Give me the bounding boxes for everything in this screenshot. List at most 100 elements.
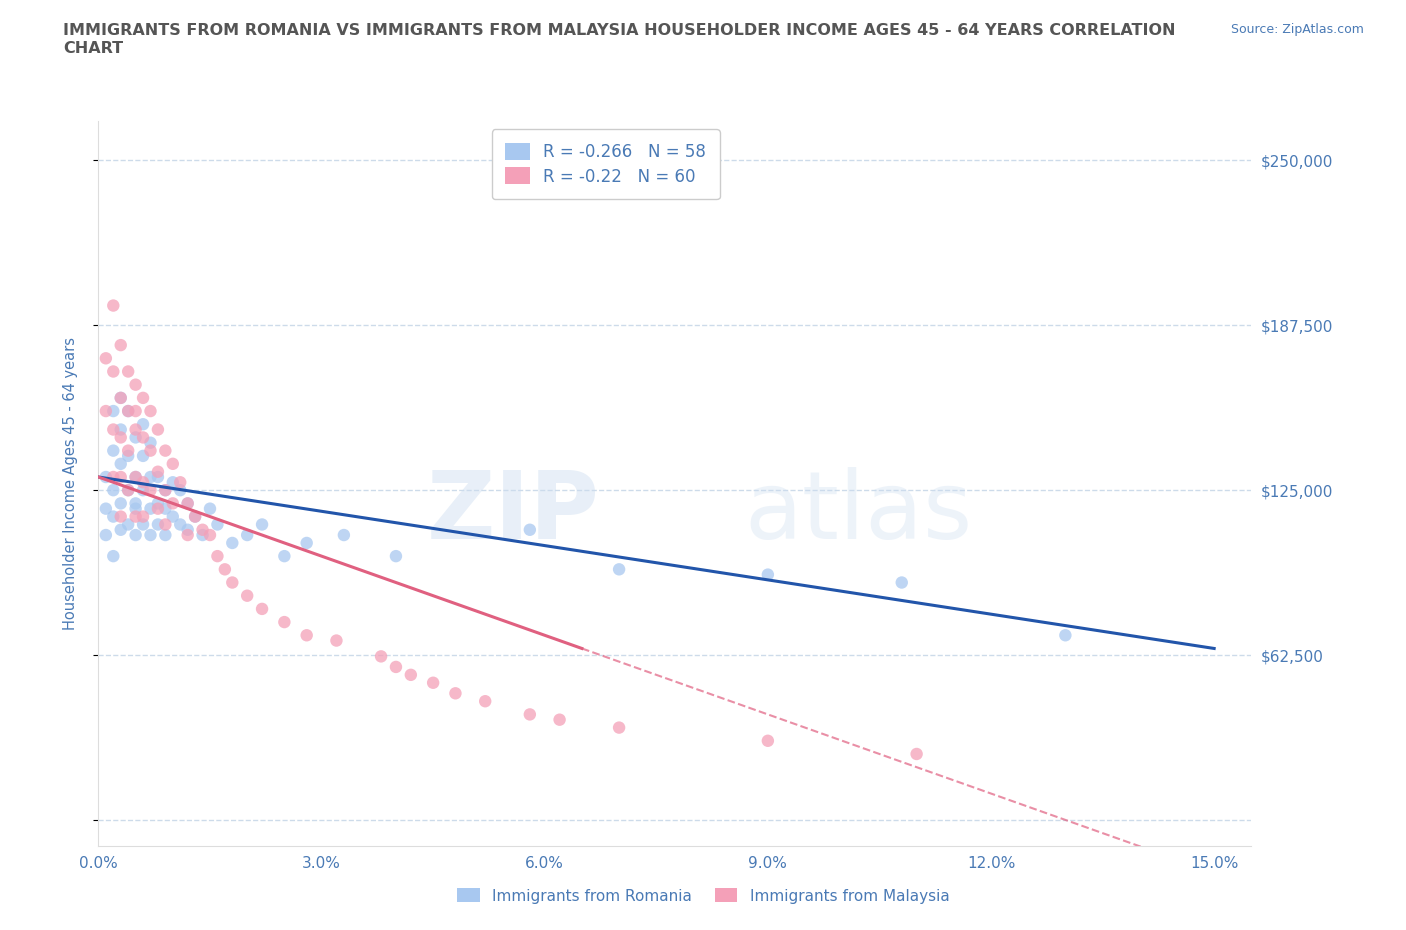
Point (117, 364, 139, 379)
Point (548, 712, 571, 727)
Point (110, 457, 132, 472)
Point (236, 589, 259, 604)
Text: IMMIGRANTS FROM ROMANIA VS IMMIGRANTS FROM MALAYSIA HOUSEHOLDER INCOME AGES 45 -: IMMIGRANTS FROM ROMANIA VS IMMIGRANTS FR… (63, 23, 1175, 56)
Point (94, 470, 117, 485)
Point (139, 444, 162, 458)
Point (155, 483, 177, 498)
Point (110, 470, 132, 485)
Point (117, 517, 139, 532)
Point (110, 430, 132, 445)
Point (132, 430, 155, 445)
Point (474, 694, 496, 709)
Point (169, 483, 191, 498)
Point (169, 475, 191, 490)
Legend: Immigrants from Romania, Immigrants from Malaysia: Immigrants from Romania, Immigrants from… (449, 881, 957, 911)
Point (139, 404, 162, 418)
Point (295, 536, 318, 551)
Point (607, 562, 630, 577)
Point (94, 404, 117, 418)
Point (132, 483, 155, 498)
Point (103, 444, 125, 458)
Point (176, 496, 198, 511)
Point (103, 509, 125, 524)
Point (422, 675, 444, 690)
Text: Source: ZipAtlas.com: Source: ZipAtlas.com (1230, 23, 1364, 36)
Point (110, 523, 132, 538)
Point (325, 633, 347, 648)
Point (117, 483, 139, 498)
Point (198, 527, 221, 542)
Point (295, 628, 318, 643)
Point (110, 391, 132, 405)
Point (756, 567, 779, 582)
Point (444, 685, 467, 700)
Point (124, 470, 146, 485)
Y-axis label: Householder Income Ages 45 - 64 years: Householder Income Ages 45 - 64 years (63, 337, 77, 631)
Point (207, 517, 229, 532)
Point (519, 707, 541, 722)
Point (890, 575, 912, 590)
Point (273, 549, 295, 564)
Point (124, 422, 146, 437)
Point (110, 422, 132, 437)
Point (146, 422, 169, 437)
Point (132, 517, 155, 532)
Point (124, 404, 146, 418)
Point (110, 391, 132, 405)
Point (139, 527, 162, 542)
Point (250, 517, 273, 532)
Point (124, 527, 146, 542)
Point (1054, 628, 1077, 643)
Point (139, 470, 162, 485)
Point (155, 501, 177, 516)
Point (176, 496, 198, 511)
Point (110, 509, 132, 524)
Point (117, 404, 139, 418)
Point (94, 351, 117, 365)
Point (162, 509, 184, 524)
Text: ZIP: ZIP (427, 467, 600, 559)
Point (607, 720, 630, 735)
Point (139, 435, 162, 450)
Point (124, 501, 146, 516)
Point (103, 364, 125, 379)
Point (103, 483, 125, 498)
Point (110, 338, 132, 352)
Point (132, 417, 155, 432)
Point (132, 475, 155, 490)
Point (117, 444, 139, 458)
Point (139, 483, 162, 498)
Point (139, 501, 162, 516)
Point (155, 444, 177, 458)
Point (124, 509, 146, 524)
Point (519, 523, 541, 538)
Point (155, 517, 177, 532)
Point (333, 527, 356, 542)
Point (146, 501, 169, 516)
Point (184, 509, 207, 524)
Point (132, 448, 155, 463)
Point (399, 668, 422, 683)
Point (207, 549, 229, 564)
Point (191, 527, 214, 542)
Point (132, 391, 155, 405)
Point (162, 457, 184, 472)
Point (103, 404, 125, 418)
Point (905, 747, 928, 762)
Point (176, 527, 198, 542)
Point (191, 523, 214, 538)
Point (124, 378, 146, 392)
Point (250, 602, 273, 617)
Point (124, 430, 146, 445)
Point (117, 404, 139, 418)
Point (94, 527, 117, 542)
Point (385, 659, 408, 674)
Point (124, 496, 146, 511)
Point (103, 470, 125, 485)
Point (103, 299, 125, 313)
Point (103, 549, 125, 564)
Point (110, 496, 132, 511)
Point (117, 448, 139, 463)
Legend: R = -0.266   N = 58, R = -0.22   N = 60: R = -0.266 N = 58, R = -0.22 N = 60 (492, 129, 720, 199)
Point (124, 470, 146, 485)
